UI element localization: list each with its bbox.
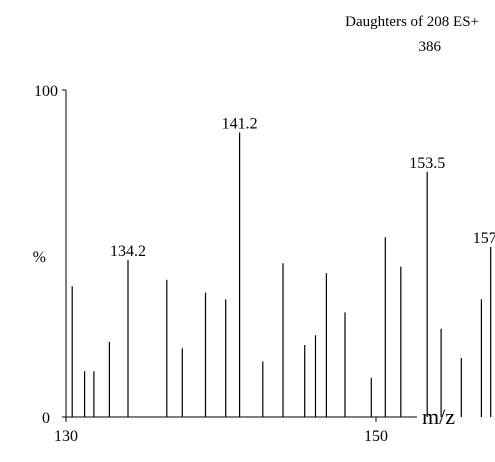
- peak-labels: 134.2141.2153.5157.6171.5184.2187.7192.5…: [110, 116, 495, 261]
- spectrum-bars: [71, 132, 492, 417]
- peak-label-157-6: 157.6: [473, 230, 495, 247]
- x-axis-ticks: 130150170190210: [54, 417, 388, 445]
- x-axis-label: m/z: [422, 404, 455, 429]
- peak-label-141-2: 141.2: [222, 116, 258, 133]
- y-tick-label-100: 100: [34, 83, 58, 100]
- peak-label-153-5: 153.5: [409, 155, 445, 172]
- chart-subtitle: 386: [419, 39, 442, 55]
- chart-title: Daughters of 208 ES+: [345, 14, 479, 30]
- x-tick-label-150: 150: [364, 428, 388, 445]
- x-tick-label-130: 130: [54, 428, 78, 445]
- y-axis-label: %: [33, 249, 46, 266]
- y-tick-label-0: 0: [42, 410, 50, 427]
- peak-label-134-2: 134.2: [110, 243, 146, 260]
